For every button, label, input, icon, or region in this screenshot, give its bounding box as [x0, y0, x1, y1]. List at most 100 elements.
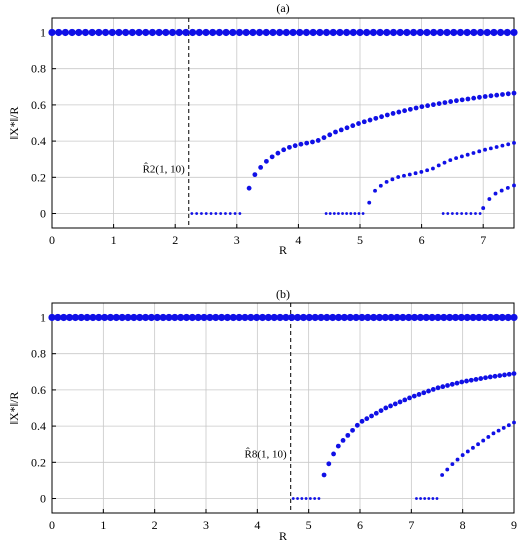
data-point — [378, 183, 383, 188]
data-point — [419, 170, 424, 174]
data-point — [435, 385, 441, 391]
data-point — [95, 28, 103, 37]
data-point — [512, 420, 516, 425]
x-tick-label: 8 — [460, 518, 466, 532]
data-point — [388, 403, 393, 409]
y-tick-label: 1 — [40, 310, 46, 324]
data-point — [443, 28, 451, 37]
data-point — [223, 313, 232, 322]
data-point — [130, 313, 138, 322]
data-point — [376, 28, 384, 37]
data-point — [304, 140, 310, 146]
x-tick-label: 7 — [480, 233, 486, 247]
data-point — [469, 212, 473, 215]
data-point — [289, 28, 297, 37]
data-point — [384, 179, 389, 184]
data-point — [423, 28, 431, 37]
data-point — [238, 212, 242, 215]
data-point — [190, 212, 194, 215]
data-point — [258, 164, 264, 170]
data-point — [287, 144, 292, 150]
data-point — [512, 183, 516, 188]
y-tick-label: 0.2 — [31, 455, 46, 469]
data-point — [487, 374, 493, 380]
data-point — [168, 28, 177, 37]
data-point — [459, 154, 464, 159]
data-point — [338, 127, 344, 133]
data-point — [421, 390, 427, 396]
data-point — [304, 497, 308, 500]
data-point — [263, 158, 269, 164]
data-point — [188, 313, 196, 322]
data-point — [361, 119, 367, 125]
data-point — [282, 28, 290, 37]
data-point — [200, 313, 208, 322]
data-point — [456, 28, 465, 37]
data-point — [354, 422, 360, 428]
data-point — [492, 373, 498, 379]
y-axis-label: ‖X*‖/R — [7, 392, 21, 425]
data-point — [235, 313, 243, 322]
data-point — [253, 313, 261, 322]
data-point — [159, 313, 167, 322]
data-point — [430, 386, 436, 392]
data-point — [477, 94, 482, 100]
data-point — [357, 212, 361, 215]
data-point — [60, 313, 68, 322]
data-point — [222, 28, 230, 37]
data-point — [451, 313, 460, 322]
data-point — [233, 212, 237, 215]
data-point — [209, 212, 213, 215]
data-point — [496, 428, 501, 433]
data-point — [317, 313, 325, 322]
data-point — [492, 313, 501, 322]
data-point — [68, 28, 76, 37]
data-point — [89, 313, 97, 322]
data-point — [224, 212, 227, 215]
y-tick-label: 0.4 — [31, 134, 46, 148]
data-point — [455, 212, 459, 215]
data-point — [399, 313, 407, 322]
data-point — [491, 431, 496, 436]
data-point — [511, 90, 517, 96]
data-point — [270, 313, 278, 322]
data-point — [214, 212, 218, 215]
data-point — [288, 313, 296, 322]
data-point — [497, 373, 503, 379]
data-point — [446, 313, 454, 322]
data-point — [335, 443, 341, 449]
x-tick-label: 2 — [152, 518, 158, 532]
data-point — [229, 28, 237, 37]
data-point — [108, 28, 116, 37]
data-point — [349, 212, 353, 215]
data-point — [329, 313, 337, 322]
y-tick-label: 0.6 — [31, 383, 46, 397]
data-point — [162, 28, 170, 37]
data-point — [476, 28, 485, 37]
data-point — [478, 376, 484, 381]
data-point — [407, 106, 413, 112]
data-point — [506, 371, 512, 377]
data-point — [465, 449, 470, 454]
data-point — [228, 212, 232, 215]
data-point — [364, 416, 370, 422]
data-point — [296, 28, 304, 37]
data-point — [450, 28, 458, 37]
data-point — [442, 160, 447, 165]
data-point — [202, 28, 210, 37]
data-point — [381, 313, 389, 322]
data-point — [501, 425, 506, 430]
data-point — [331, 451, 336, 457]
data-point — [350, 123, 356, 129]
data-point — [379, 114, 384, 120]
data-point — [483, 147, 487, 152]
data-point — [481, 206, 486, 211]
data-point — [389, 28, 398, 37]
data-point — [95, 313, 103, 322]
data-point — [300, 497, 304, 500]
x-tick-label: 0 — [49, 518, 55, 532]
data-point — [281, 147, 287, 153]
data-point — [498, 313, 506, 322]
data-point — [459, 97, 465, 103]
